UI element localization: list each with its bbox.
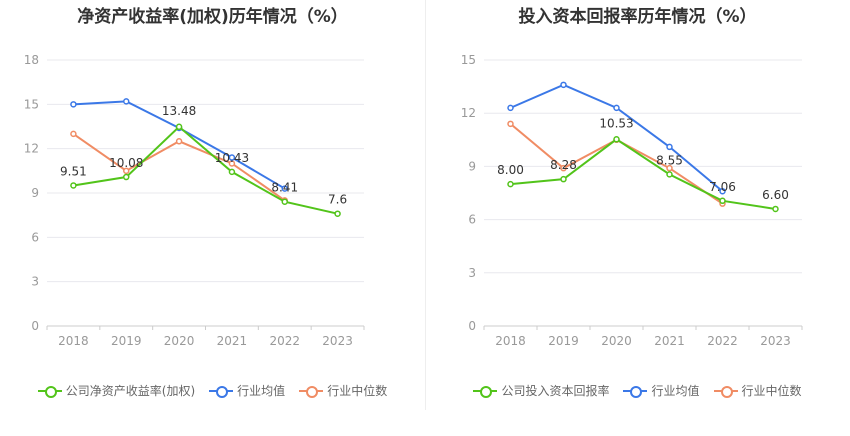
data-point: [772, 205, 779, 213]
panel-divider: [425, 0, 426, 410]
data-label: 8.55: [656, 153, 683, 167]
data-label: 7.6: [328, 193, 347, 207]
x-tick-label: 2019: [548, 334, 579, 348]
data-point: [281, 198, 288, 205]
chart-title: 净资产收益率(加权)历年情况（%）: [77, 7, 348, 27]
data-point: [666, 164, 673, 172]
series-line: [510, 138, 776, 210]
y-tick-label: 15: [461, 53, 476, 67]
roic-line-chart: 0 3 6 9 12 15 2018 2019 2020 2021 2022 2023 8.00 8.28…: [461, 53, 803, 348]
data-point: [123, 98, 130, 105]
y-tick-label: 18: [24, 53, 39, 67]
data-label: 8.41: [271, 181, 298, 195]
legend-item[interactable]: 行业中位数: [713, 382, 802, 399]
roic-chart-panel: 投入资本回报率历年情况（%） 0 3 6 9 12 15 2018 2019 2020 2021 2…: [425, 0, 850, 436]
legend-swatch-icon: [713, 385, 738, 398]
data-point: [719, 187, 726, 195]
legend-label: 公司投入资本回报率: [501, 384, 610, 398]
data-point: [70, 130, 77, 138]
legend-label: 行业均值: [237, 384, 286, 398]
chart-legend: 公司净资产收益率(加权) 行业均值 行业中位数: [0, 382, 425, 399]
data-point: [123, 173, 130, 181]
data-label: 13.48: [162, 104, 196, 118]
x-tick-label: 2020: [601, 334, 632, 348]
series-line: [73, 125, 338, 215]
y-tick-label: 0: [31, 319, 39, 333]
y-tick-label: 3: [31, 275, 39, 289]
data-point: [228, 160, 236, 167]
data-point: [281, 185, 288, 192]
x-tick-label: 2019: [111, 334, 142, 348]
data-point: [719, 197, 726, 205]
legend-label: 行业中位数: [327, 384, 388, 398]
chart-legend: 公司投入资本回报率 行业均值 行业中位数: [425, 382, 850, 399]
data-label: 8.28: [550, 158, 577, 172]
data-point: [70, 182, 77, 189]
legend-item[interactable]: 行业中位数: [299, 382, 387, 399]
data-point: [560, 81, 567, 89]
roe-chart-panel: 净资产收益率(加权)历年情况（%） 0 3 6 9 12 15 18 2018 2019 2020…: [0, 7, 425, 399]
y-tick-label: 6: [468, 213, 476, 227]
data-point: [175, 138, 183, 145]
data-point: [123, 167, 130, 175]
legend-swatch-icon: [37, 385, 62, 398]
legend-label: 公司净资产收益率(加权): [65, 384, 196, 398]
data-point: [70, 101, 77, 108]
data-point: [228, 168, 236, 176]
y-tick-label: 12: [24, 142, 39, 156]
data-point: [560, 175, 567, 183]
data-point: [507, 120, 514, 128]
x-tick-label: 2023: [760, 334, 791, 348]
data-label: 10.43: [215, 151, 249, 165]
data-point: [613, 104, 620, 112]
data-point: [613, 136, 620, 143]
legend-item[interactable]: 公司净资产收益率(加权): [37, 382, 196, 399]
legend-swatch-icon: [473, 385, 498, 398]
legend-swatch-icon: [299, 385, 324, 398]
y-tick-label: 3: [468, 266, 476, 280]
x-tick-label: 2020: [164, 334, 195, 348]
data-label: 8.00: [497, 163, 524, 177]
legend-label: 行业均值: [651, 384, 700, 398]
data-label: 9.51: [60, 164, 87, 178]
y-tick-label: 15: [24, 97, 39, 111]
data-point: [507, 180, 514, 188]
data-point: [334, 210, 341, 217]
x-tick-label: 2022: [707, 334, 738, 348]
legend-label: 行业中位数: [741, 384, 802, 398]
legend-item[interactable]: 公司投入资本回报率: [473, 382, 609, 399]
x-tick-label: 2021: [654, 334, 685, 348]
x-tick-label: 2022: [269, 334, 300, 348]
x-tick-label: 2018: [58, 334, 89, 348]
data-label: 10.08: [109, 156, 143, 170]
legend-swatch-icon: [209, 385, 234, 398]
data-point: [560, 164, 567, 172]
y-tick-label: 0: [468, 319, 476, 333]
data-label: 7.06: [709, 180, 736, 194]
data-label: 10.53: [599, 116, 633, 130]
chart-title: 投入资本回报率历年情况（%）: [518, 7, 757, 27]
data-label: 6.60: [762, 188, 789, 202]
data-point: [175, 123, 183, 131]
y-tick-label: 9: [468, 159, 476, 173]
x-tick-label: 2023: [322, 334, 353, 348]
y-tick-label: 9: [31, 186, 39, 200]
legend-item[interactable]: 行业均值: [209, 382, 285, 399]
data-point: [666, 171, 673, 178]
y-tick-label: 6: [31, 230, 39, 244]
x-tick-label: 2021: [217, 334, 248, 348]
roe-line-chart: 0 3 6 9 12 15 18 2018 2019 2020 2021 2022 2023 9.51 10…: [24, 53, 365, 348]
data-point: [228, 154, 236, 161]
legend-item[interactable]: 行业均值: [623, 382, 700, 399]
data-point: [507, 104, 514, 112]
x-tick-label: 2018: [495, 334, 526, 348]
legend-swatch-icon: [623, 385, 648, 398]
data-point: [666, 143, 673, 151]
y-tick-label: 12: [461, 106, 476, 120]
